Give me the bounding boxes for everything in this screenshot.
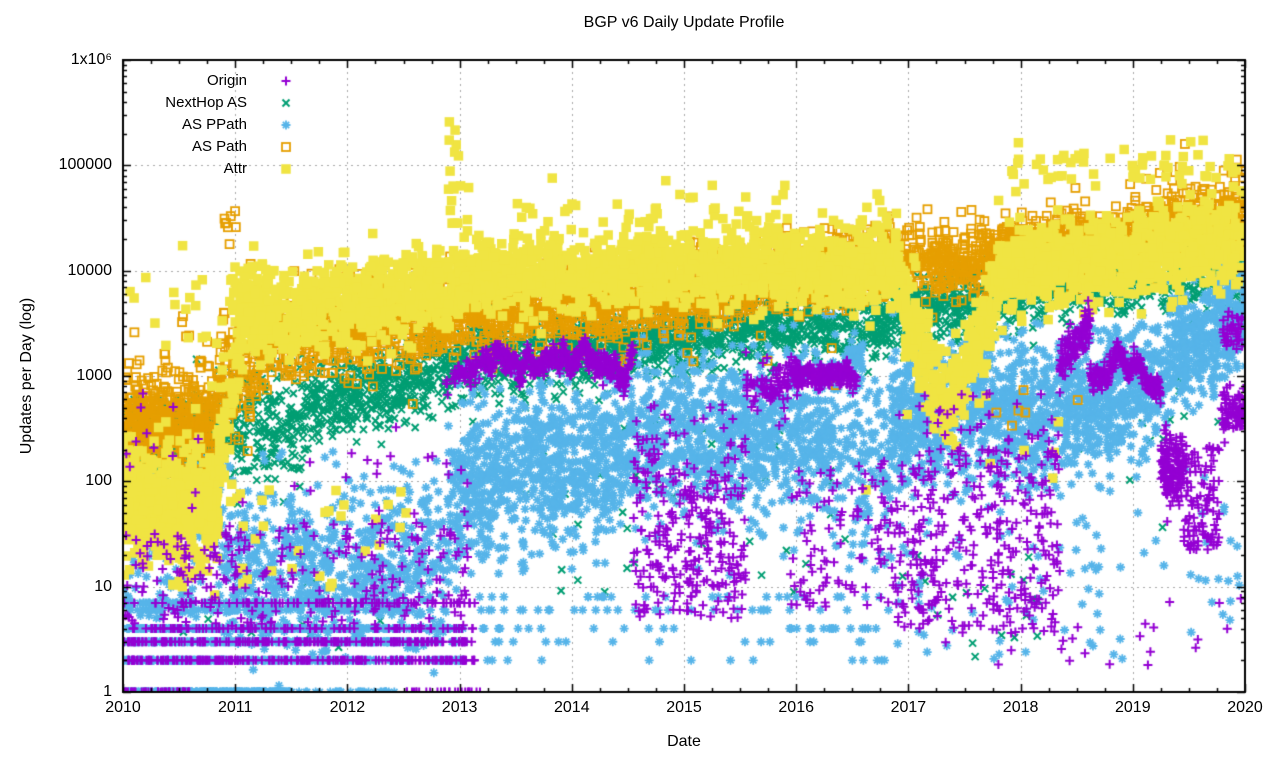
legend-label-origin: Origin: [206, 72, 247, 89]
x-tick-label: 2015: [666, 699, 702, 716]
x-tick-label: 2012: [329, 699, 366, 716]
legend-label-attr: Attr: [223, 160, 247, 177]
x-tick-label: 2014: [554, 699, 590, 716]
x-tick-label: 2017: [890, 699, 927, 716]
x-tick-label: 2020: [1227, 699, 1263, 716]
y-tick-label: 1x10⁶: [70, 51, 112, 68]
y-tick-label: 10: [94, 577, 112, 595]
y-tick-label: 1: [103, 683, 112, 700]
y-tick-label: 100: [85, 472, 112, 490]
x-tick-label: 2010: [105, 699, 141, 716]
chart-title: BGP v6 Daily Update Profile: [583, 14, 785, 31]
x-tick-label: 2019: [1115, 699, 1151, 716]
x-tick-label: 2013: [441, 699, 478, 716]
y-tick-label: 1000: [76, 367, 112, 384]
x-tick-label: 2011: [217, 699, 253, 716]
legend-label-nexthop-as: NextHop AS: [165, 94, 247, 111]
x-tick-label: 2016: [778, 699, 814, 716]
y-tick-label: 100000: [58, 156, 112, 174]
x-tick-label: 2018: [1002, 699, 1039, 716]
y-tick-label: 10000: [67, 261, 113, 279]
x-axis-label: Date: [667, 733, 701, 750]
legend-label-as-path: AS Path: [191, 138, 247, 155]
legend-label-as-ppath: AS PPath: [181, 116, 247, 133]
